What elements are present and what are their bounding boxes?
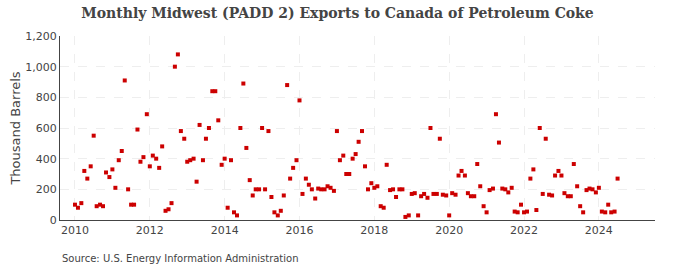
svg-text:2010: 2010: [61, 224, 89, 237]
svg-text:2016: 2016: [286, 224, 314, 237]
svg-text:1,200: 1,200: [25, 30, 57, 43]
svg-text:2024: 2024: [585, 224, 613, 237]
svg-text:2018: 2018: [360, 224, 388, 237]
svg-text:1,000: 1,000: [25, 61, 57, 74]
svg-text:0: 0: [50, 214, 57, 227]
svg-text:2012: 2012: [136, 224, 164, 237]
svg-text:Source: U.S. Energy Informatio: Source: U.S. Energy Information Administ…: [62, 253, 299, 264]
svg-text:Thousand Barrels: Thousand Barrels: [8, 71, 23, 185]
svg-text:2022: 2022: [510, 224, 538, 237]
svg-text:2014: 2014: [211, 224, 239, 237]
svg-text:200: 200: [36, 183, 57, 196]
svg-text:600: 600: [36, 122, 57, 135]
svg-text:Monthly Midwest (PADD 2) Expor: Monthly Midwest (PADD 2) Exports to Cana…: [81, 5, 594, 21]
svg-text:800: 800: [36, 91, 57, 104]
svg-text:400: 400: [36, 153, 57, 166]
svg-text:2020: 2020: [435, 224, 463, 237]
